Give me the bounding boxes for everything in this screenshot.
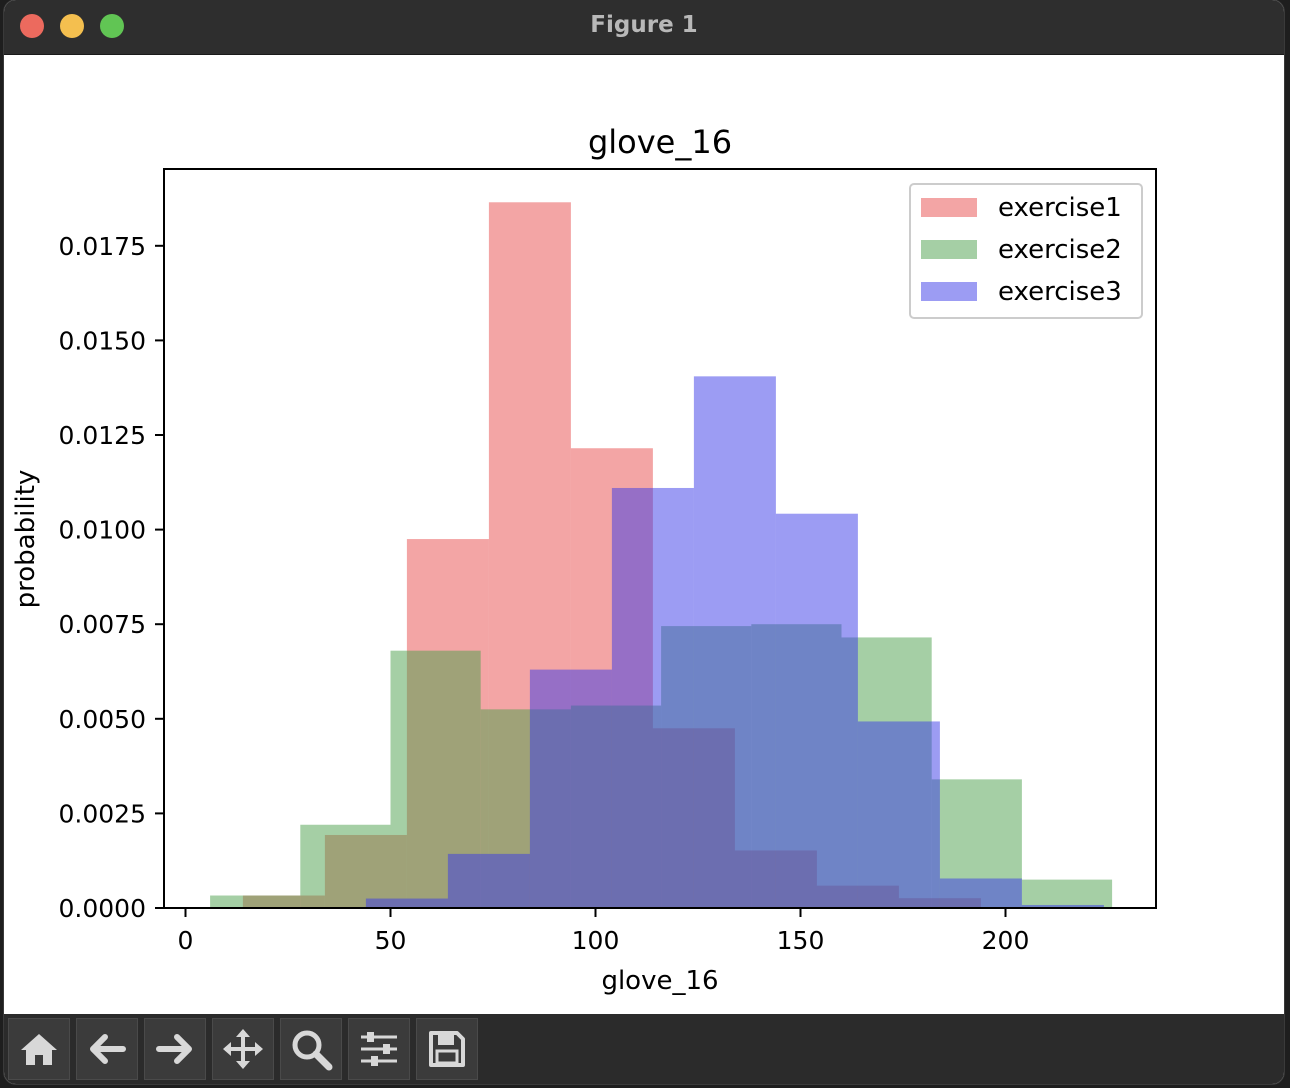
back-button[interactable] bbox=[76, 1018, 138, 1080]
exercise2-bar-1 bbox=[300, 824, 391, 908]
histogram-chart: 0 50 100 150 200 0.00000.00250.00500.00750.0… bbox=[11, 123, 1157, 996]
exercise2-bar-0 bbox=[210, 895, 301, 908]
legend-swatch-exercise2 bbox=[921, 240, 977, 259]
save-button[interactable] bbox=[416, 1018, 478, 1080]
navigation-toolbar bbox=[4, 1014, 1284, 1084]
maximize-window-button[interactable] bbox=[100, 14, 124, 38]
pan-icon bbox=[223, 1029, 263, 1069]
legend-swatch-exercise3 bbox=[921, 282, 977, 301]
back-icon bbox=[90, 1034, 126, 1064]
exercise3-bar-5 bbox=[775, 513, 858, 908]
histogram-bars bbox=[210, 202, 1113, 908]
pan-button[interactable] bbox=[212, 1018, 274, 1080]
title-bar: Figure 1 bbox=[4, 0, 1284, 55]
x-axis-label: glove_16 bbox=[601, 966, 718, 996]
figure-canvas: 0 50 100 150 200 0.0000 0.0025 0.0050 0.0075 0.0… bbox=[4, 55, 1284, 1013]
exercise3-bar-3 bbox=[611, 487, 694, 908]
exercise3-bar-7 bbox=[939, 878, 1022, 908]
x-tick-label-100: 100 bbox=[572, 926, 620, 955]
x-tick-label-150: 150 bbox=[777, 926, 825, 955]
y-tick-label-7: 0.0175 bbox=[59, 232, 146, 261]
legend-label-exercise1: exercise1 bbox=[998, 193, 1122, 223]
figure-window: Figure 1 0 50 100 150 200 0.0000 0.0025 0.0050… bbox=[4, 0, 1284, 1084]
home-icon bbox=[21, 1034, 57, 1065]
home-button[interactable] bbox=[8, 1018, 70, 1080]
exercise3-bar-8 bbox=[1021, 904, 1104, 908]
legend-swatch-exercise1 bbox=[921, 198, 977, 217]
window-title: Figure 1 bbox=[590, 12, 698, 38]
exercise3-bar-2 bbox=[529, 669, 612, 908]
legend-label-exercise3: exercise3 bbox=[998, 277, 1122, 307]
exercise3-bar-1 bbox=[447, 853, 530, 908]
y-tick-label-0: 0.0000 bbox=[59, 894, 146, 923]
y-tick-label-3: 0.0075 bbox=[59, 610, 146, 639]
y-tick-label-1: 0.0025 bbox=[59, 799, 146, 828]
x-tick-label-50: 50 bbox=[375, 926, 407, 955]
x-tick-label-200: 200 bbox=[982, 926, 1030, 955]
legend: exercise1 exercise2 exercise3 bbox=[909, 183, 1143, 319]
y-tick-label-4: 0.0100 bbox=[59, 516, 146, 545]
configure-subplots-button[interactable] bbox=[348, 1018, 410, 1080]
chart-title: glove_16 bbox=[588, 123, 732, 161]
save-icon bbox=[429, 1031, 465, 1067]
x-axis-ticks: 0 50 100 150 200 bbox=[178, 908, 1030, 955]
exercise3-bar-0 bbox=[365, 898, 448, 908]
plot-frame bbox=[163, 168, 1157, 909]
configure-icon bbox=[361, 1032, 397, 1066]
exercise3-bar-4 bbox=[693, 376, 776, 908]
legend-label-exercise2: exercise2 bbox=[998, 235, 1122, 265]
zoom-icon bbox=[292, 1030, 333, 1071]
x-tick-label-0: 0 bbox=[178, 926, 194, 955]
forward-icon bbox=[156, 1034, 192, 1064]
exercise3-bar-6 bbox=[857, 721, 940, 908]
forward-button[interactable] bbox=[144, 1018, 206, 1080]
y-tick-label-5: 0.0125 bbox=[59, 421, 146, 450]
zoom-button[interactable] bbox=[280, 1018, 342, 1080]
close-window-button[interactable] bbox=[20, 14, 44, 38]
y-tick-label-6: 0.0150 bbox=[59, 326, 146, 355]
minimize-window-button[interactable] bbox=[60, 14, 84, 38]
y-axis-ticks: 0.0000 0.0025 0.0050 0.0075 0.0100 0.0125 0.01… bbox=[59, 232, 164, 923]
exercise2-bar-9 bbox=[1021, 879, 1113, 908]
y-tick-label-2: 0.0050 bbox=[59, 705, 146, 734]
y-axis-label: probability bbox=[11, 470, 41, 609]
